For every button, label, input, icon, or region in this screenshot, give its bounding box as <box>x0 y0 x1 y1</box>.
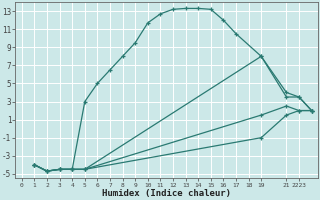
X-axis label: Humidex (Indice chaleur): Humidex (Indice chaleur) <box>102 189 231 198</box>
